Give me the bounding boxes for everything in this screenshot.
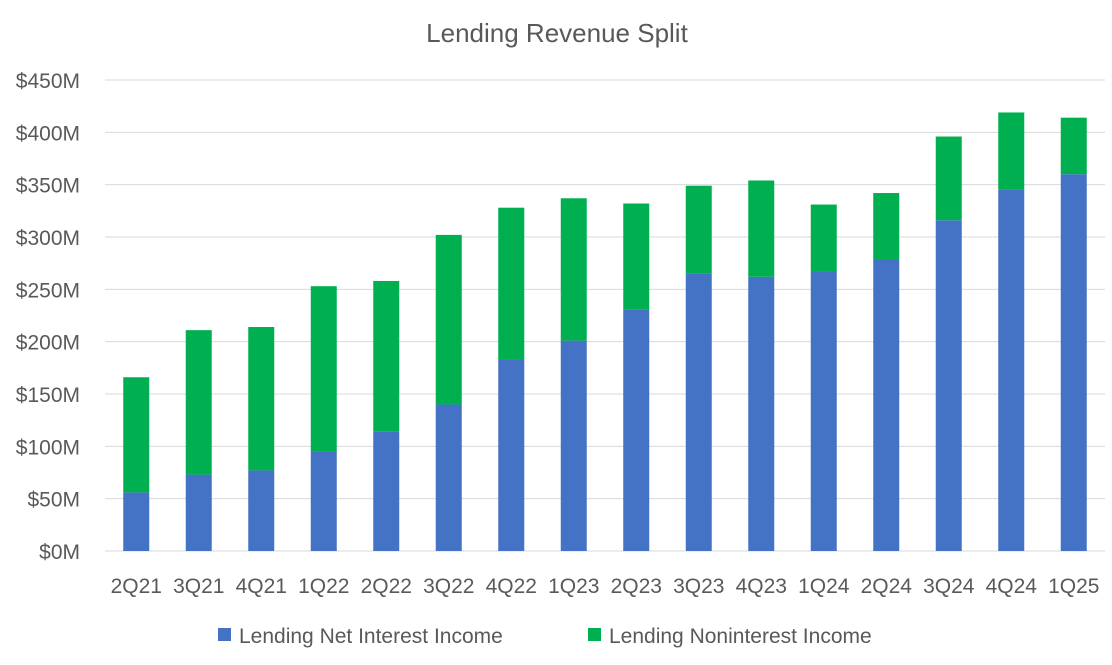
bar-noninterest-income <box>623 203 650 310</box>
y-tick-label: $200M <box>16 332 80 355</box>
y-tick-label: $0M <box>39 541 80 564</box>
y-axis-tick-labels: $0M $50M $100M $150M $200M $250M $300M $350M $40… <box>16 70 80 564</box>
bar-noninterest-income <box>310 286 337 452</box>
bar-net-interest-income <box>873 258 900 551</box>
y-tick-label: $400M <box>16 122 80 145</box>
legend-label: Lending Net Interest Income <box>239 625 503 648</box>
bar-noninterest-income <box>373 280 400 432</box>
y-tick-label: $250M <box>16 279 80 302</box>
bar-noninterest-income <box>685 185 712 274</box>
bar-net-interest-income <box>685 273 712 551</box>
legend-swatch <box>218 628 231 641</box>
x-tick-label: 2Q21 <box>111 575 162 598</box>
x-tick-label: 1Q22 <box>298 575 349 598</box>
bar-noninterest-income <box>248 327 275 471</box>
x-tick-label: 4Q22 <box>486 575 537 598</box>
bar-net-interest-income <box>373 431 400 551</box>
x-tick-label: 4Q23 <box>736 575 787 598</box>
x-tick-label: 1Q24 <box>798 575 850 598</box>
bar-noninterest-income <box>185 330 212 475</box>
bars <box>123 112 1087 551</box>
bar-net-interest-income <box>998 189 1025 551</box>
x-tick-label: 2Q23 <box>611 575 662 598</box>
bar-net-interest-income <box>123 492 150 551</box>
x-tick-label: 1Q25 <box>1048 575 1099 598</box>
x-tick-label: 2Q24 <box>861 575 913 598</box>
bar-net-interest-income <box>623 309 650 551</box>
y-tick-label: $150M <box>16 384 80 407</box>
x-tick-label: 1Q23 <box>548 575 599 598</box>
bar-net-interest-income <box>498 359 525 551</box>
y-tick-label: $300M <box>16 227 80 250</box>
x-tick-label: 3Q23 <box>673 575 724 598</box>
bar-noninterest-income <box>873 193 900 259</box>
bar-net-interest-income <box>248 470 275 551</box>
bar-noninterest-income <box>998 112 1025 190</box>
x-tick-label: 3Q22 <box>423 575 474 598</box>
bar-noninterest-income <box>810 204 837 272</box>
legend-swatch <box>588 628 601 641</box>
bar-noninterest-income <box>123 377 150 493</box>
bar-net-interest-income <box>310 451 337 551</box>
legend-label: Lending Noninterest Income <box>609 625 872 648</box>
x-tick-label: 4Q24 <box>986 575 1038 598</box>
x-tick-label: 2Q22 <box>361 575 412 598</box>
x-tick-label: 3Q21 <box>173 575 224 598</box>
bar-net-interest-income <box>935 220 962 551</box>
bar-net-interest-income <box>185 474 212 551</box>
y-tick-label: $100M <box>16 436 80 459</box>
x-tick-label: 4Q21 <box>236 575 287 598</box>
bar-noninterest-income <box>498 207 525 360</box>
bar-noninterest-income <box>935 136 962 221</box>
y-tick-label: $350M <box>16 175 80 198</box>
y-tick-label: $450M <box>16 70 80 93</box>
bar-net-interest-income <box>810 271 837 551</box>
legend: Lending Net Interest Income Lending Nonin… <box>218 625 872 648</box>
chart-title: Lending Revenue Split <box>426 18 688 48</box>
bar-noninterest-income <box>435 234 462 405</box>
x-axis-tick-labels: 2Q21 3Q21 4Q21 1Q22 2Q22 3Q22 4Q22 1Q23 2Q23 3Q23… <box>111 575 1100 598</box>
bar-net-interest-income <box>748 276 775 551</box>
bar-net-interest-income <box>560 340 587 551</box>
bar-net-interest-income <box>1060 174 1087 551</box>
bar-noninterest-income <box>1060 117 1087 175</box>
bar-net-interest-income <box>435 404 462 551</box>
x-tick-label: 3Q24 <box>923 575 975 598</box>
bar-noninterest-income <box>560 198 587 341</box>
y-tick-label: $50M <box>27 489 80 512</box>
bar-noninterest-income <box>748 180 775 277</box>
